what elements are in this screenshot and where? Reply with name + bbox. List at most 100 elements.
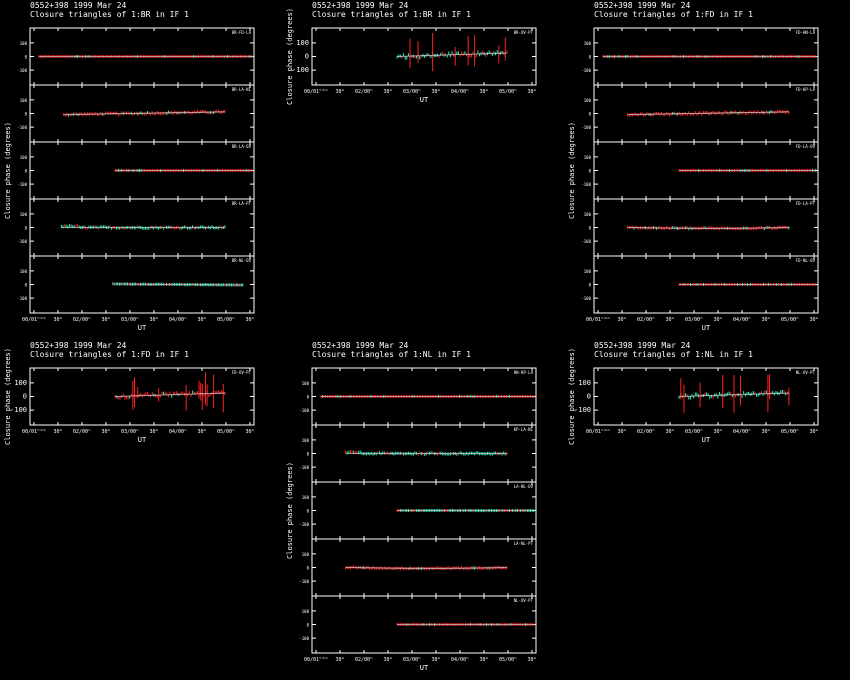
model-curve (63, 111, 225, 115)
chart-title: Closure triangles of 1:BR in IF 1 (312, 10, 471, 19)
y-tick-label: -100 (292, 66, 309, 74)
y-tick-label: -100 (581, 296, 591, 301)
y-tick-label: -100 (299, 465, 309, 470)
x-tick-label: 30ᵐ (335, 657, 344, 663)
y-tick-label: 100 (584, 212, 592, 217)
x-tick-label: 03/00ʰ (403, 89, 421, 95)
x-tick-label: 30ᵐ (431, 89, 440, 95)
y-tick-label: 100 (20, 269, 28, 274)
triangle-label: NL-OV-PT (514, 598, 534, 603)
chart-header: 0552+398 1999 Mar 24 (30, 1, 127, 10)
y-axis-label: Closure phase (degrees) (286, 462, 294, 559)
y-tick-label: -100 (581, 68, 591, 73)
y-tick-label: -100 (17, 296, 27, 301)
triangle-label: BR-LA-PT (232, 201, 252, 206)
x-tick-label: 30ᵐ (713, 317, 722, 323)
chart-header: 0552+398 1999 Mar 24 (594, 1, 691, 10)
model-curve (115, 392, 225, 397)
y-tick-label: 0 (23, 393, 27, 401)
x-tick-label: 30ᵐ (335, 89, 344, 95)
y-tick-label: 0 (307, 623, 310, 628)
triangle-label: BR-LA-NL (232, 87, 252, 92)
triangle-label: BR-FD-LA (232, 30, 252, 35)
chart-title: Closure triangles of 1:FD in IF 1 (30, 350, 189, 359)
y-tick-label: 0 (587, 393, 591, 401)
triangle-label: FD-OV-PT (232, 370, 252, 375)
y-axis-label: Closure phase (degrees) (4, 122, 12, 219)
panel-4: 100 0 -100 FD-LA-PT (581, 198, 819, 257)
triangle-label: FD-KP-LA (796, 87, 816, 92)
panel-frame (311, 27, 537, 86)
model-curve (112, 283, 243, 286)
y-tick-label: 100 (584, 41, 592, 46)
x-tick-label: 30ᵐ (665, 317, 674, 323)
y-tick-label: 100 (20, 41, 28, 46)
x-tick-label: 03/00ʰ (403, 657, 421, 663)
triangle-label: NL-OV-PT (796, 370, 816, 375)
y-tick-label: -100 (574, 406, 591, 414)
x-tick-label: 30ᵐ (527, 89, 536, 95)
triangle-label: FD-LA-OV (796, 144, 816, 149)
x-axis-label: UT (420, 96, 429, 104)
y-tick-label: -100 (299, 522, 309, 527)
y-tick-label: -100 (299, 408, 309, 413)
x-tick-label: 00/01ʰ°ᵐ (304, 89, 328, 95)
x-tick-label: 03/00ʰ (121, 317, 139, 323)
x-tick-label: 30ᵐ (53, 429, 62, 435)
y-tick-label: 100 (584, 155, 592, 160)
x-tick-label: 02/00ʰ (355, 657, 373, 663)
y-tick-label: 0 (25, 55, 28, 60)
y-tick-label: 100 (14, 379, 27, 387)
y-tick-label: 0 (589, 226, 592, 231)
y-tick-label: 0 (307, 566, 310, 571)
chart-title: Closure triangles of 1:NL in IF 1 (594, 350, 753, 359)
x-tick-label: 30ᵐ (149, 317, 158, 323)
triangle-label: BR-OV-PT (514, 30, 534, 35)
x-axis-label: UT (138, 436, 147, 444)
x-axis-label: UT (702, 436, 711, 444)
x-tick-label: 30ᵐ (809, 429, 818, 435)
y-tick-label: 0 (589, 283, 592, 288)
y-tick-label: 0 (305, 53, 309, 61)
y-tick-label: -100 (581, 125, 591, 130)
model-curve (397, 52, 507, 57)
panel-1: 100 0 -100 FD-HN-LA (581, 27, 819, 86)
x-tick-label: 00/01ʰ°ᵐ (586, 317, 610, 323)
x-tick-label: 03/00ʰ (121, 429, 139, 435)
y-axis-label: Closure phase (degrees) (286, 8, 294, 105)
x-tick-label: 00/01ʰ°ᵐ (22, 317, 46, 323)
y-tick-label: 0 (589, 55, 592, 60)
y-tick-label: -100 (17, 182, 27, 187)
model-curve (679, 392, 789, 397)
x-tick-label: 04/00ʰ (733, 317, 751, 323)
y-tick-label: 100 (302, 609, 310, 614)
x-tick-label: 04/00ʰ (169, 317, 187, 323)
x-tick-label: 30ᵐ (761, 429, 770, 435)
model-curve (627, 227, 789, 229)
panel-frame (29, 367, 255, 426)
panel-3: 100 0 -100 LA-NL-OV (299, 481, 537, 540)
x-tick-label: 05/00ʰ (781, 317, 799, 323)
x-tick-label: 30ᵐ (245, 317, 254, 323)
y-tick-label: 100 (20, 98, 28, 103)
panel-4: 100 0 -100 LA-NL-PT (299, 538, 537, 597)
panel-3: 100 0 -100 BR-LA-OV (17, 141, 255, 200)
panel-1: 100 0 -100 FD-OV-PT (10, 367, 255, 426)
x-axis-label: UT (420, 664, 429, 672)
y-tick-label: 0 (589, 169, 592, 174)
x-tick-label: 05/00ʰ (217, 317, 235, 323)
triangle-label: FD-LA-PT (796, 201, 816, 206)
x-tick-label: 30ᵐ (713, 429, 722, 435)
y-tick-label: -100 (17, 68, 27, 73)
x-tick-label: 30ᵐ (197, 429, 206, 435)
y-tick-label: 100 (296, 39, 309, 47)
y-tick-label: 0 (307, 395, 310, 400)
chart-title: Closure triangles of 1:FD in IF 1 (594, 10, 753, 19)
y-tick-label: 100 (302, 495, 310, 500)
y-tick-label: 100 (584, 269, 592, 274)
triangle-label: FD-NL-OV (796, 258, 816, 263)
